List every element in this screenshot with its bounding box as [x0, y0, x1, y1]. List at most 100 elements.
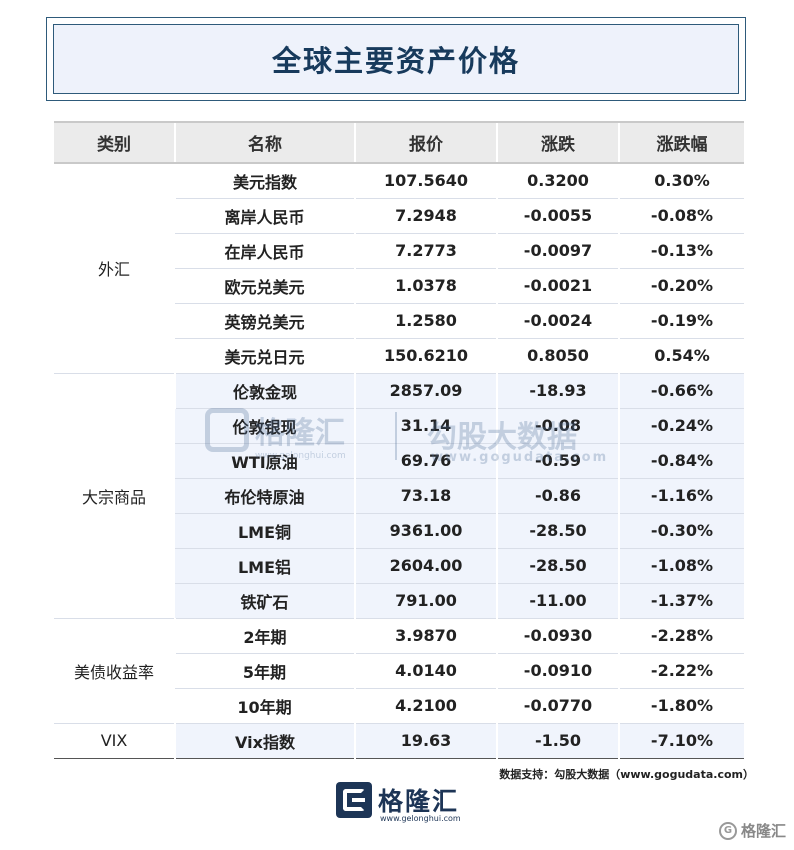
price-cell: 150.6210: [354, 338, 497, 374]
change-cell: -0.0930: [496, 618, 619, 654]
change-pct-cell: -1.16%: [618, 478, 744, 514]
change-pct-cell: -1.37%: [618, 583, 744, 619]
footer-url: www.gelonghui.com: [380, 814, 461, 823]
table-row: 铁矿石 791.00 -11.00 -1.37%: [54, 583, 744, 619]
asset-name-cell: 美元兑日元: [175, 338, 355, 374]
category-cell: 美债收益率: [54, 618, 175, 724]
change-pct-cell: -0.13%: [618, 233, 744, 269]
table-header-row: 类别 名称 报价 涨跌 涨跌幅: [54, 121, 744, 164]
asset-name-cell: 伦敦银现: [175, 408, 355, 444]
change-cell: -28.50: [496, 548, 619, 584]
asset-name-cell: LME铜: [175, 513, 355, 549]
price-cell: 9361.00: [354, 513, 497, 549]
header-name: 名称: [174, 121, 355, 164]
change-pct-cell: 0.54%: [618, 338, 744, 374]
change-pct-cell: -2.28%: [618, 618, 744, 654]
price-cell: 69.76: [354, 443, 497, 479]
gelonghui-logo-icon: [336, 782, 372, 818]
change-pct-cell: -0.24%: [618, 408, 744, 444]
table-row: LME铝 2604.00 -28.50 -1.08%: [54, 548, 744, 584]
change-cell: -0.0055: [496, 198, 619, 234]
asset-name-cell: 英镑兑美元: [175, 303, 355, 339]
price-cell: 73.18: [354, 478, 497, 514]
change-cell: -0.0910: [496, 653, 619, 689]
price-cell: 4.2100: [354, 688, 497, 724]
asset-name-cell: LME铝: [175, 548, 355, 584]
table-row: VIX Vix指数 19.63 -1.50 -7.10%: [54, 723, 744, 759]
table-row: 美债收益率 2年期 3.9870 -0.0930 -2.28%: [54, 618, 744, 724]
asset-name-cell: 5年期: [175, 653, 355, 689]
change-pct-cell: -0.66%: [618, 373, 744, 409]
price-cell: 2857.09: [354, 373, 497, 409]
change-pct-cell: -7.10%: [618, 723, 744, 759]
table-row: 伦敦银现 31.14 -0.08 -0.24%: [54, 408, 744, 444]
change-cell: -0.08: [496, 408, 619, 444]
asset-name-cell: 欧元兑美元: [175, 268, 355, 304]
change-pct-cell: -0.20%: [618, 268, 744, 304]
header-category: 类别: [54, 121, 175, 164]
change-cell: -28.50: [496, 513, 619, 549]
change-pct-cell: -0.30%: [618, 513, 744, 549]
asset-name-cell: 美元指数: [174, 163, 355, 199]
table-row: LME铜 9361.00 -28.50 -0.30%: [54, 513, 744, 549]
footer-brand: 格隆汇: [378, 787, 460, 816]
change-pct-cell: -0.84%: [618, 443, 744, 479]
table-row: 5年期 4.0140 -0.0910 -2.22%: [54, 653, 744, 689]
price-cell: 7.2773: [354, 233, 497, 269]
table-row: 美元兑日元 150.6210 0.8050 0.54%: [54, 338, 744, 374]
table-row: 布伦特原油 73.18 -0.86 -1.16%: [54, 478, 744, 514]
change-cell: -0.0097: [496, 233, 619, 269]
change-cell: -11.00: [496, 583, 619, 619]
change-pct-cell: -0.08%: [618, 198, 744, 234]
price-cell: 1.2580: [354, 303, 497, 339]
title-panel: 全球主要资产价格: [53, 24, 739, 94]
table-row: 英镑兑美元 1.2580 -0.0024 -0.19%: [54, 303, 744, 339]
table-row: 离岸人民币 7.2948 -0.0055 -0.08%: [54, 198, 744, 234]
change-pct-cell: -2.22%: [618, 653, 744, 689]
table-row: 外汇 美元指数 107.5640 0.3200 0.30%: [54, 163, 744, 374]
price-cell: 791.00: [354, 583, 497, 619]
change-cell: -0.86: [496, 478, 619, 514]
asset-name-cell: 伦敦金现: [174, 373, 355, 409]
asset-price-table: 类别 名称 报价 涨跌 涨跌幅 外汇 美元指数 107.5640 0.3200 0.30…: [54, 121, 744, 759]
category-cell: 外汇: [54, 163, 175, 374]
header-price: 报价: [354, 121, 497, 164]
price-cell: 4.0140: [354, 653, 497, 689]
price-cell: 107.5640: [354, 163, 497, 199]
data-source-note: 数据支持：勾股大数据（www.gogudata.com）: [499, 768, 754, 781]
table-row: 欧元兑美元 1.0378 -0.0021 -0.20%: [54, 268, 744, 304]
asset-name-cell: 布伦特原油: [175, 478, 355, 514]
change-pct-cell: -1.80%: [618, 688, 744, 724]
price-cell: 31.14: [354, 408, 497, 444]
title-frame: 全球主要资产价格: [46, 17, 746, 101]
table-row: 在岸人民币 7.2773 -0.0097 -0.13%: [54, 233, 744, 269]
header-change: 涨跌: [496, 121, 619, 164]
asset-name-cell: 在岸人民币: [175, 233, 355, 269]
change-pct-cell: -1.08%: [618, 548, 744, 584]
price-cell: 7.2948: [354, 198, 497, 234]
table-row: 大宗商品 伦敦金现 2857.09 -18.93 -0.66%: [54, 373, 744, 619]
change-pct-cell: 0.30%: [618, 163, 744, 199]
corner-label: 格隆汇: [740, 822, 786, 840]
asset-name-cell: 铁矿石: [175, 583, 355, 619]
footer-logo: 格隆汇 www.gelonghui.com: [336, 782, 461, 823]
price-cell: 3.9870: [354, 618, 497, 654]
change-cell: 0.8050: [496, 338, 619, 374]
table-row: 10年期 4.2100 -0.0770 -1.80%: [54, 688, 744, 724]
asset-name-cell: WTI原油: [175, 443, 355, 479]
change-cell: -0.0024: [496, 303, 619, 339]
change-cell: 0.3200: [496, 163, 619, 199]
price-cell: 19.63: [354, 723, 497, 759]
category-cell: 大宗商品: [54, 373, 175, 619]
page-title: 全球主要资产价格: [271, 44, 520, 78]
price-cell: 1.0378: [354, 268, 497, 304]
change-cell: -0.59: [496, 443, 619, 479]
asset-name-cell: 离岸人民币: [175, 198, 355, 234]
category-cell: VIX: [54, 723, 175, 759]
table-row: WTI原油 69.76 -0.59 -0.84%: [54, 443, 744, 479]
asset-name-cell: Vix指数: [174, 723, 355, 759]
change-pct-cell: -0.19%: [618, 303, 744, 339]
change-cell: -1.50: [496, 723, 619, 759]
asset-name-cell: 10年期: [175, 688, 355, 724]
asset-name-cell: 2年期: [174, 618, 355, 654]
